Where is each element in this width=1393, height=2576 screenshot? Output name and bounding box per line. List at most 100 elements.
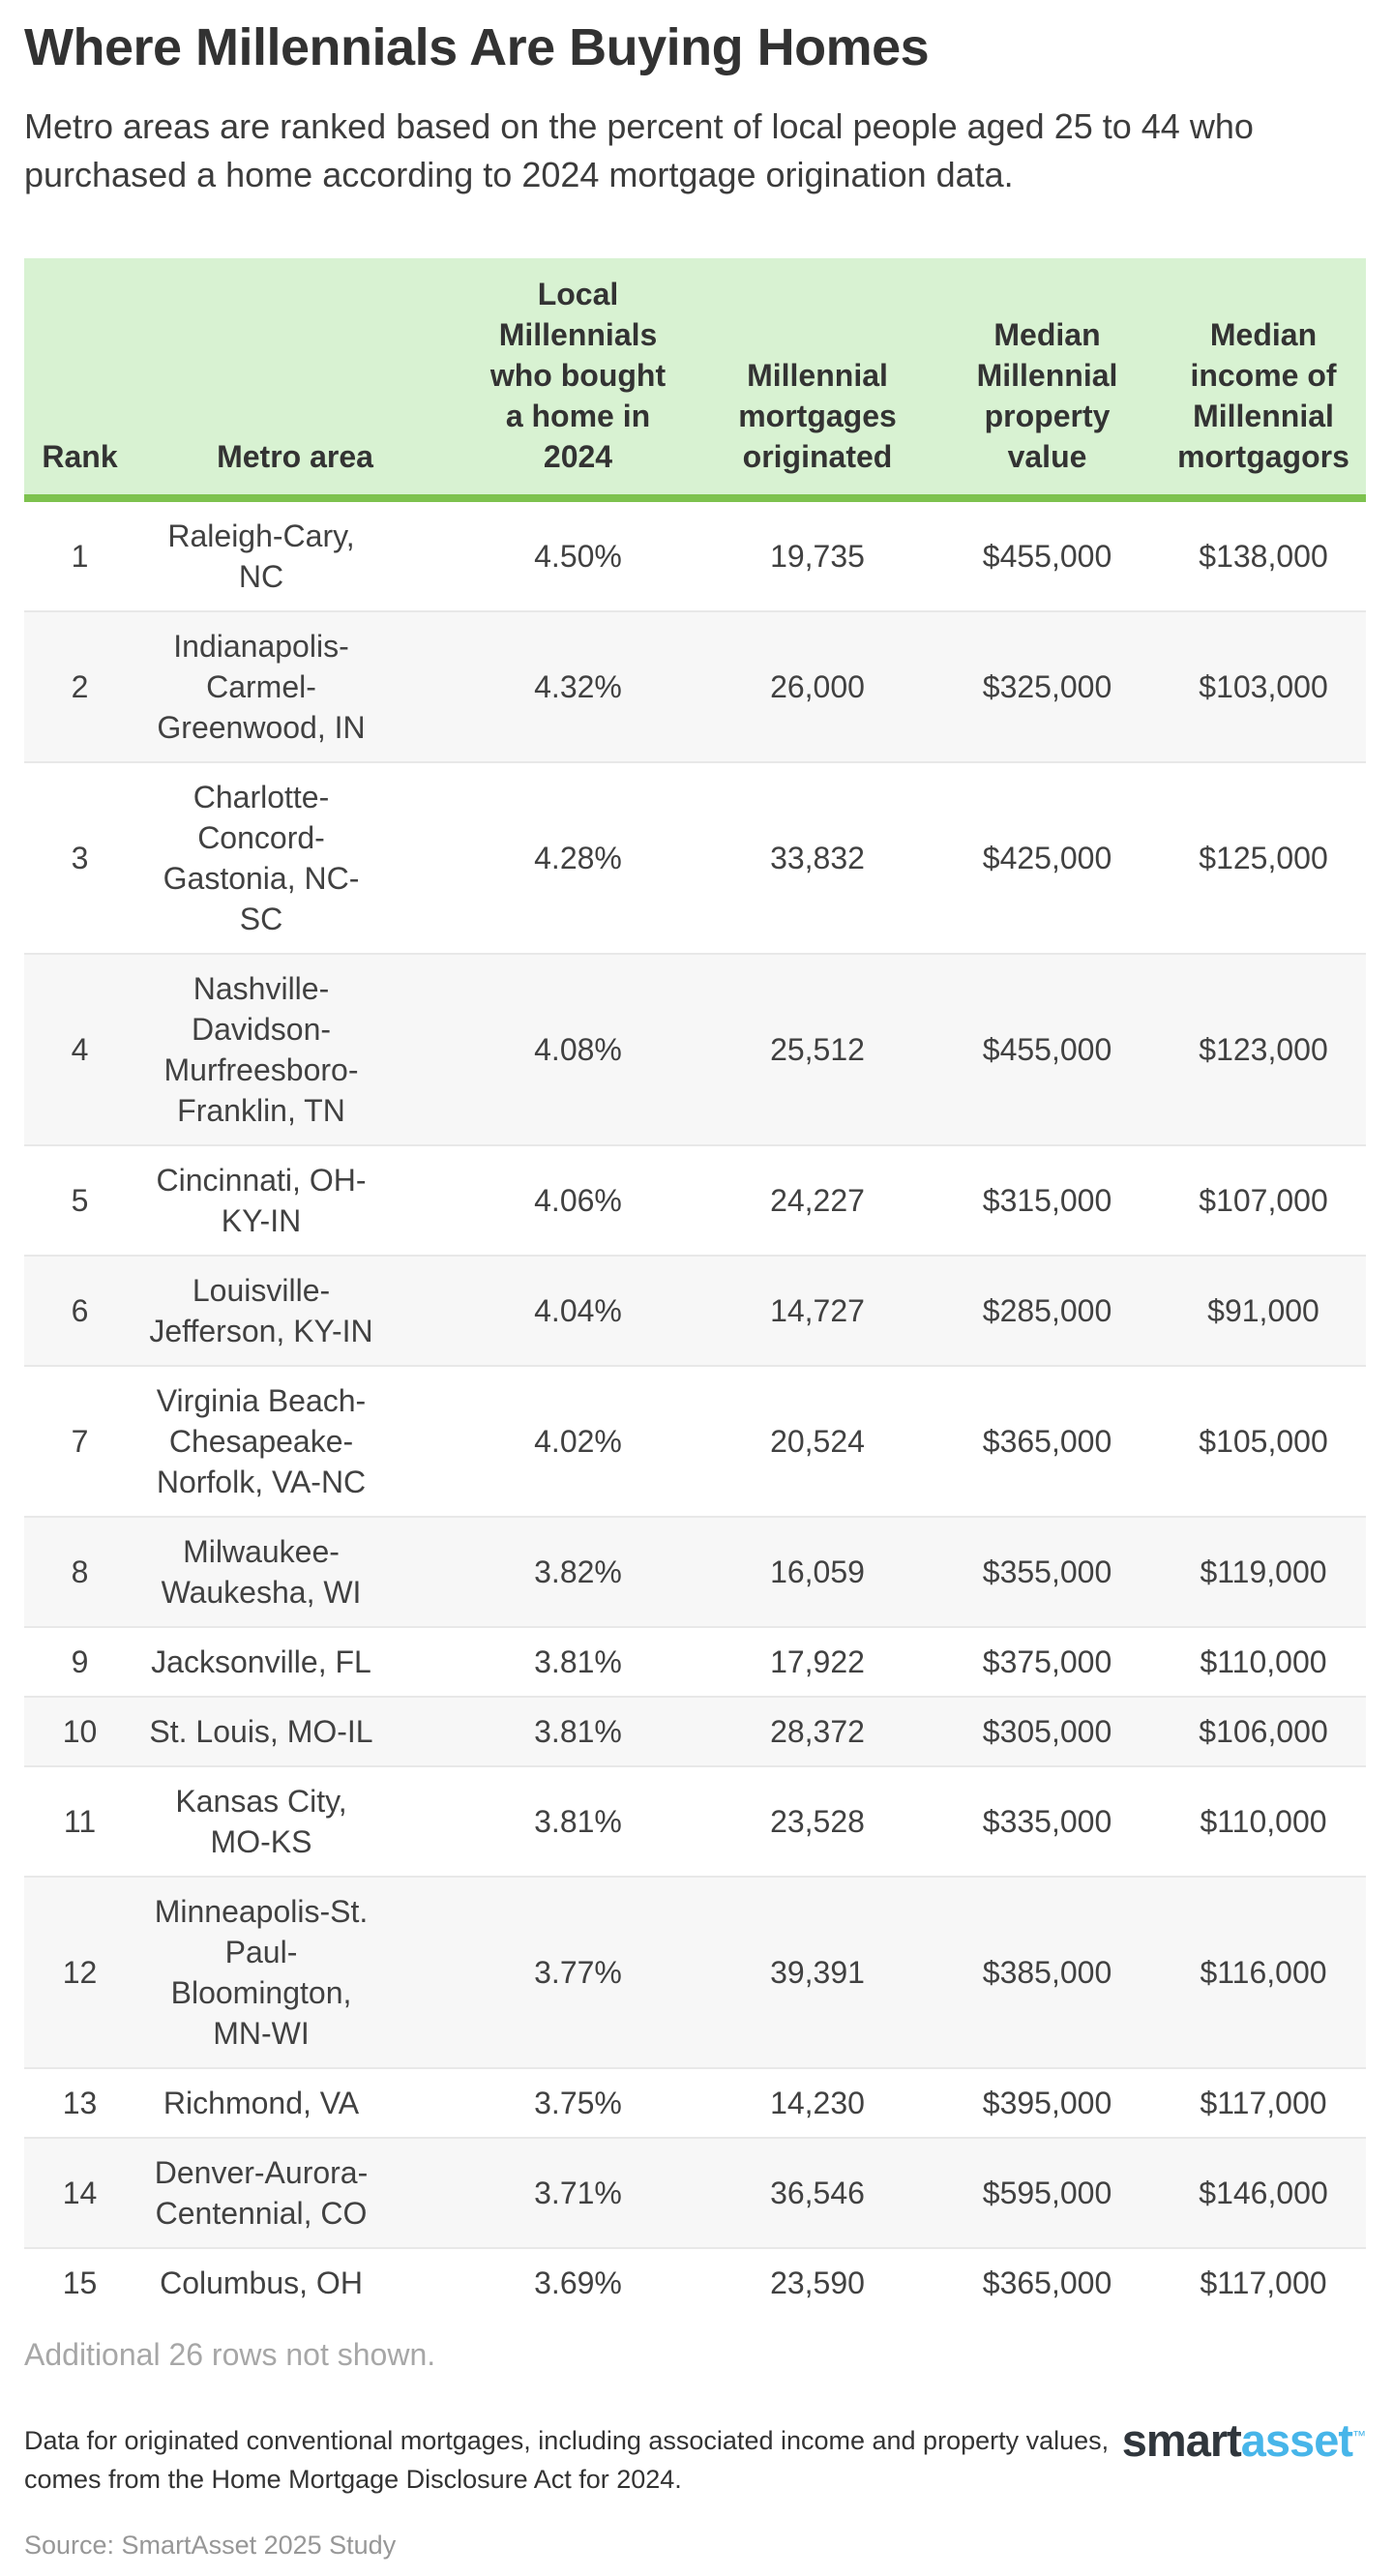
income-cell: $138,000 bbox=[1199, 538, 1328, 574]
logo-trademark-icon: ™ bbox=[1352, 2427, 1366, 2443]
col-header-rank: Rank bbox=[24, 257, 135, 502]
pct-bought-cell: 3.82% bbox=[455, 1515, 701, 1627]
metro-area-cell: Minneapolis-St. Paul-Bloomington, MN-WI bbox=[135, 1875, 455, 2068]
table-row: 3 Charlotte-Concord-Gastonia, NC-SC 4.28% 3… bbox=[24, 760, 1366, 954]
metro-area-cell: Virginia Beach-Chesapeake-Norfolk, VA-NC bbox=[135, 1364, 455, 1517]
mortgages-originated-cell: 14,727 bbox=[701, 1254, 934, 1366]
rank-cell: 13 bbox=[24, 2066, 135, 2138]
income-cell: $123,000 bbox=[1161, 952, 1366, 1145]
pct-bought-cell: 4.50% bbox=[534, 538, 622, 574]
mortgages-originated-cell: 23,590 bbox=[701, 2246, 934, 2317]
mortgages-originated-cell: 17,922 bbox=[701, 1625, 934, 1697]
property-value-cell: $455,000 bbox=[934, 952, 1161, 1145]
property-value-cell: $365,000 bbox=[934, 1364, 1161, 1517]
rank-cell: 9 bbox=[24, 1625, 135, 1697]
pct-bought-cell: 3.81% bbox=[455, 1625, 701, 1697]
property-value-cell: $595,000 bbox=[934, 2136, 1161, 2248]
pct-bought-cell: 4.28% bbox=[455, 760, 701, 954]
table-row: 2 Indianapolis-Carmel-Greenwood, IN 4.32% 2… bbox=[24, 609, 1366, 762]
pct-bought-cell: 4.06% bbox=[455, 1143, 701, 1256]
property-value-cell: $455,000 bbox=[982, 538, 1112, 574]
pct-bought-cell: 3.75% bbox=[455, 2066, 701, 2138]
metro-area-cell: Raleigh-Cary, NC bbox=[167, 518, 355, 594]
table-row: 9 Jacksonville, FL 3.81% 17,922 $375,000 $110… bbox=[24, 1625, 1366, 1697]
income-cell: $125,000 bbox=[1161, 760, 1366, 954]
income-cell: $91,000 bbox=[1161, 1254, 1366, 1366]
page-subtitle: Metro areas are ranked based on the perc… bbox=[24, 106, 1254, 195]
table-row: 15 Columbus, OH 3.69% 23,590 $365,000 $117,00… bbox=[24, 2246, 1366, 2317]
rank-cell: 6 bbox=[24, 1254, 135, 1366]
table-row: 11 Kansas City, MO-KS 3.81% 23,528 $335,000 $… bbox=[24, 1764, 1366, 1877]
mortgages-originated-cell: 19,735 bbox=[770, 538, 865, 574]
pct-bought-cell: 4.32% bbox=[455, 609, 701, 762]
property-value-cell: $285,000 bbox=[934, 1254, 1161, 1366]
income-cell: $103,000 bbox=[1161, 609, 1366, 762]
mortgages-originated-cell: 23,528 bbox=[701, 1764, 934, 1877]
smartasset-logo: smartasset™ bbox=[1122, 2417, 1366, 2463]
pct-bought-cell: 4.04% bbox=[455, 1254, 701, 1366]
property-value-cell: $375,000 bbox=[934, 1625, 1161, 1697]
logo-asset-text: asset bbox=[1240, 2413, 1353, 2466]
metro-area-cell: Jacksonville, FL bbox=[135, 1625, 455, 1697]
property-value-cell: $335,000 bbox=[934, 1764, 1161, 1877]
pct-bought-cell: 3.77% bbox=[455, 1875, 701, 2068]
property-value-cell: $325,000 bbox=[934, 609, 1161, 762]
table-body: 1 Raleigh-Cary, NC 4.50% 19,735 $455,000 $138… bbox=[24, 498, 1366, 2317]
income-cell: $146,000 bbox=[1161, 2136, 1366, 2248]
col-header-metro-area: Metro area bbox=[135, 257, 455, 502]
table-row: 13 Richmond, VA 3.75% 14,230 $395,000 $117,00… bbox=[24, 2066, 1366, 2138]
income-cell: $105,000 bbox=[1161, 1364, 1366, 1517]
income-cell: $117,000 bbox=[1161, 2066, 1366, 2138]
rank-cell: 12 bbox=[24, 1875, 135, 2068]
table-row: 4 Nashville-Davidson-Murfreesboro-Frankli… bbox=[24, 952, 1366, 1145]
rows-not-shown-note: Additional 26 rows not shown. bbox=[24, 2336, 436, 2372]
income-cell: $110,000 bbox=[1161, 1625, 1366, 1697]
metro-area-cell: Richmond, VA bbox=[135, 2066, 455, 2138]
metro-area-cell: Columbus, OH bbox=[135, 2246, 455, 2317]
rank-cell: 1 bbox=[71, 538, 89, 574]
metro-area-cell: Louisville-Jefferson, KY-IN bbox=[135, 1254, 455, 1366]
table-header-row: Rank Metro area Local Millennials who bo… bbox=[24, 257, 1366, 502]
metro-area-cell: Cincinnati, OH-KY-IN bbox=[135, 1143, 455, 1256]
rank-cell: 3 bbox=[24, 760, 135, 954]
property-value-cell: $395,000 bbox=[934, 2066, 1161, 2138]
metro-area-cell: Kansas City, MO-KS bbox=[135, 1764, 455, 1877]
mortgages-originated-cell: 25,512 bbox=[701, 952, 934, 1145]
col-header-median-income: Median income of Millennial mortgagors bbox=[1161, 257, 1366, 502]
table-row: 10 St. Louis, MO-IL 3.81% 28,372 $305,000 $10… bbox=[24, 1695, 1366, 1766]
rank-cell: 7 bbox=[24, 1364, 135, 1517]
mortgages-originated-cell: 36,546 bbox=[701, 2136, 934, 2248]
income-cell: $107,000 bbox=[1161, 1143, 1366, 1256]
mortgages-originated-cell: 39,391 bbox=[701, 1875, 934, 2068]
col-header-median-property-value: Median Millennial property value bbox=[934, 257, 1161, 502]
rank-cell: 15 bbox=[24, 2246, 135, 2317]
property-value-cell: $385,000 bbox=[934, 1875, 1161, 2068]
mortgages-originated-cell: 33,832 bbox=[701, 760, 934, 954]
table-header: Rank Metro area Local Millennials who bo… bbox=[24, 257, 1366, 502]
pct-bought-cell: 3.81% bbox=[455, 1695, 701, 1766]
property-value-cell: $425,000 bbox=[934, 760, 1161, 954]
rank-cell: 14 bbox=[24, 2136, 135, 2248]
pct-bought-cell: 4.02% bbox=[455, 1364, 701, 1517]
metro-area-cell: Milwaukee-Waukesha, WI bbox=[135, 1515, 455, 1627]
page-title: Where Millennials Are Buying Homes bbox=[24, 18, 930, 76]
data-source-footnote: Data for originated conventional mortgag… bbox=[24, 2425, 1110, 2495]
rank-cell: 10 bbox=[24, 1695, 135, 1766]
table-row: 1 Raleigh-Cary, NC 4.50% 19,735 $455,000 $138… bbox=[24, 498, 1366, 611]
income-cell: $117,000 bbox=[1161, 2246, 1366, 2317]
mortgages-originated-cell: 14,230 bbox=[701, 2066, 934, 2138]
pct-bought-cell: 3.81% bbox=[455, 1764, 701, 1877]
property-value-cell: $305,000 bbox=[934, 1695, 1161, 1766]
pct-bought-cell: 3.71% bbox=[455, 2136, 701, 2248]
income-cell: $116,000 bbox=[1161, 1875, 1366, 2068]
col-header-local-millennials-pct: Local Millennials who bought a home in 2… bbox=[455, 257, 701, 502]
metro-area-cell: St. Louis, MO-IL bbox=[135, 1695, 455, 1766]
income-cell: $106,000 bbox=[1161, 1695, 1366, 1766]
rank-cell: 8 bbox=[24, 1515, 135, 1627]
rank-cell: 2 bbox=[24, 609, 135, 762]
metro-area-cell: Charlotte-Concord-Gastonia, NC-SC bbox=[135, 760, 455, 954]
rank-cell: 4 bbox=[24, 952, 135, 1145]
page: Where Millennials Are Buying Homes Metro… bbox=[24, 17, 1366, 2576]
income-cell: $110,000 bbox=[1161, 1764, 1366, 1877]
metro-area-cell: Indianapolis-Carmel-Greenwood, IN bbox=[135, 609, 455, 762]
